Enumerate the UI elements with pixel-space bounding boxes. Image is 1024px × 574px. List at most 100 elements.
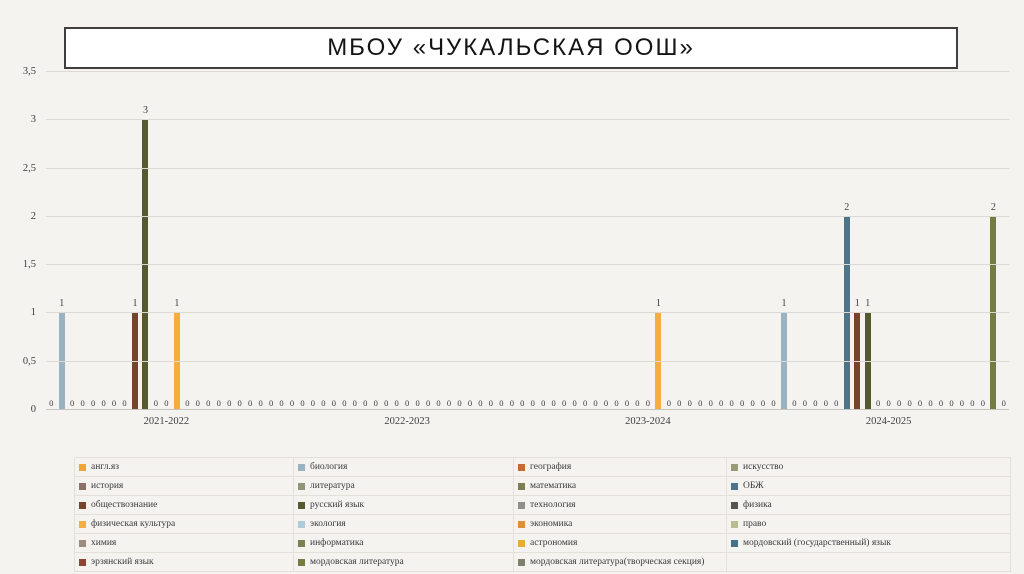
- legend-label: информатика: [310, 538, 364, 548]
- legend-swatch: [518, 463, 525, 471]
- bar-обществознание: [131, 313, 138, 410]
- bar-slot: 0: [915, 72, 925, 410]
- zero-value-label: 0: [467, 398, 473, 408]
- zero-value-label: 0: [425, 398, 431, 408]
- zero-value-label: 0: [49, 398, 54, 408]
- zero-value-label: 0: [572, 398, 577, 408]
- zero-value-label: 0: [373, 398, 378, 408]
- x-category-label: 2021-2022: [143, 416, 190, 427]
- zero-value-label: 0: [876, 398, 881, 408]
- bar-slot: 0: [800, 72, 810, 410]
- zero-value-label: 0: [917, 398, 923, 408]
- zero-value-label: 0: [363, 398, 368, 408]
- bar-slot: 0: [224, 72, 234, 410]
- bar-биология: [58, 313, 65, 410]
- zero-value-label: 0: [248, 398, 253, 408]
- legend-swatch: [79, 482, 86, 490]
- y-tick-label: 2,5: [22, 162, 36, 174]
- bar-slot: 0: [475, 72, 485, 410]
- zero-value-label: 0: [164, 398, 169, 408]
- legend-item: экономика: [514, 515, 727, 534]
- legend-item: искусство: [727, 458, 1011, 477]
- legend-label: история: [91, 481, 124, 491]
- bar-slot: 0: [559, 72, 569, 410]
- legend-label: математика: [530, 481, 577, 491]
- bar-slot: 0: [695, 72, 705, 410]
- bar-value-label: 1: [865, 298, 871, 310]
- y-tick-label: 2: [30, 210, 36, 222]
- zero-value-label: 0: [582, 398, 588, 408]
- legend-swatch: [79, 501, 86, 509]
- bar-slot: 1: [172, 72, 182, 410]
- legend-swatch: [298, 558, 305, 566]
- zero-value-label: 0: [70, 398, 75, 408]
- bar-slot: 0: [685, 72, 695, 410]
- bar-slot: 0: [402, 72, 412, 410]
- legend-swatch: [731, 482, 738, 490]
- bar-slot: 0: [486, 72, 496, 410]
- bar-value-label: 1: [59, 298, 65, 310]
- legend-label: искусство: [743, 462, 784, 472]
- bar-slot: 0: [664, 72, 674, 410]
- zero-value-label: 0: [687, 398, 692, 408]
- legend-label: русский язык: [310, 500, 365, 510]
- bar-slot: 0: [873, 72, 883, 410]
- legend-item: география: [514, 458, 727, 477]
- bar-slot: 0: [978, 72, 988, 410]
- legend-item: обществознание: [75, 496, 294, 515]
- bar-slot: 0: [77, 72, 87, 410]
- zero-value-label: 0: [331, 398, 336, 408]
- bar-slot: 0: [601, 72, 611, 410]
- legend-label: обществознание: [91, 500, 158, 510]
- bar-value-label: 1: [854, 298, 860, 310]
- bar-slot: 0: [297, 72, 307, 410]
- legend-item: мордовская литература(творческая секция): [514, 553, 727, 572]
- zero-value-label: 0: [792, 398, 797, 408]
- zero-value-label: 0: [352, 398, 357, 408]
- zero-value-label: 0: [928, 398, 933, 408]
- bar-slot: 0: [350, 72, 360, 410]
- zero-value-label: 0: [457, 398, 462, 408]
- bar-slot: 1: [130, 72, 140, 410]
- bar-русский язык: [864, 313, 871, 410]
- zero-value-label: 0: [405, 398, 410, 408]
- zero-value-label: 0: [384, 398, 389, 408]
- legend-item: русский язык: [294, 496, 514, 515]
- gridline: [46, 167, 1009, 169]
- bar-slot: 0: [590, 72, 600, 410]
- bar-slot: 0: [747, 72, 757, 410]
- bar-slot: 0: [632, 72, 642, 410]
- zero-value-label: 0: [310, 398, 316, 408]
- bar-slot: 0: [308, 72, 318, 410]
- zero-value-label: 0: [886, 398, 891, 408]
- bar-slot: 0: [716, 72, 726, 410]
- zero-value-label: 0: [268, 398, 274, 408]
- x-category-label: 2024-2025: [865, 416, 912, 427]
- gridline: [46, 119, 1009, 121]
- y-tick-label: 3,5: [22, 66, 36, 77]
- legend-label: физическая культура: [91, 519, 176, 529]
- bar-slot: 0: [957, 72, 967, 410]
- bar-slot: 0: [245, 72, 255, 410]
- bar-value-label: 2: [990, 201, 996, 213]
- bar-slot: 0: [412, 72, 422, 410]
- bar-slot: 0: [705, 72, 715, 410]
- bar-slot: 0: [193, 72, 203, 410]
- zero-value-label: 0: [436, 398, 441, 408]
- legend-item: эрзянский язык: [75, 553, 294, 572]
- gridline: [46, 264, 1009, 266]
- zero-value-label: 0: [415, 398, 420, 408]
- zero-value-label: 0: [739, 398, 745, 408]
- legend-label: технология: [530, 500, 576, 510]
- zero-value-label: 0: [938, 398, 944, 408]
- zero-value-label: 0: [970, 398, 975, 408]
- zero-value-label: 0: [603, 398, 609, 408]
- legend-item: мордовский (государственный) язык: [727, 534, 1011, 553]
- zero-value-label: 0: [122, 398, 127, 408]
- bar-value-label: 1: [655, 298, 661, 310]
- bar-slot: 0: [423, 72, 433, 410]
- legend-item: астрономия: [514, 534, 727, 553]
- legend-item: экология: [294, 515, 514, 534]
- zero-value-label: 0: [949, 398, 954, 408]
